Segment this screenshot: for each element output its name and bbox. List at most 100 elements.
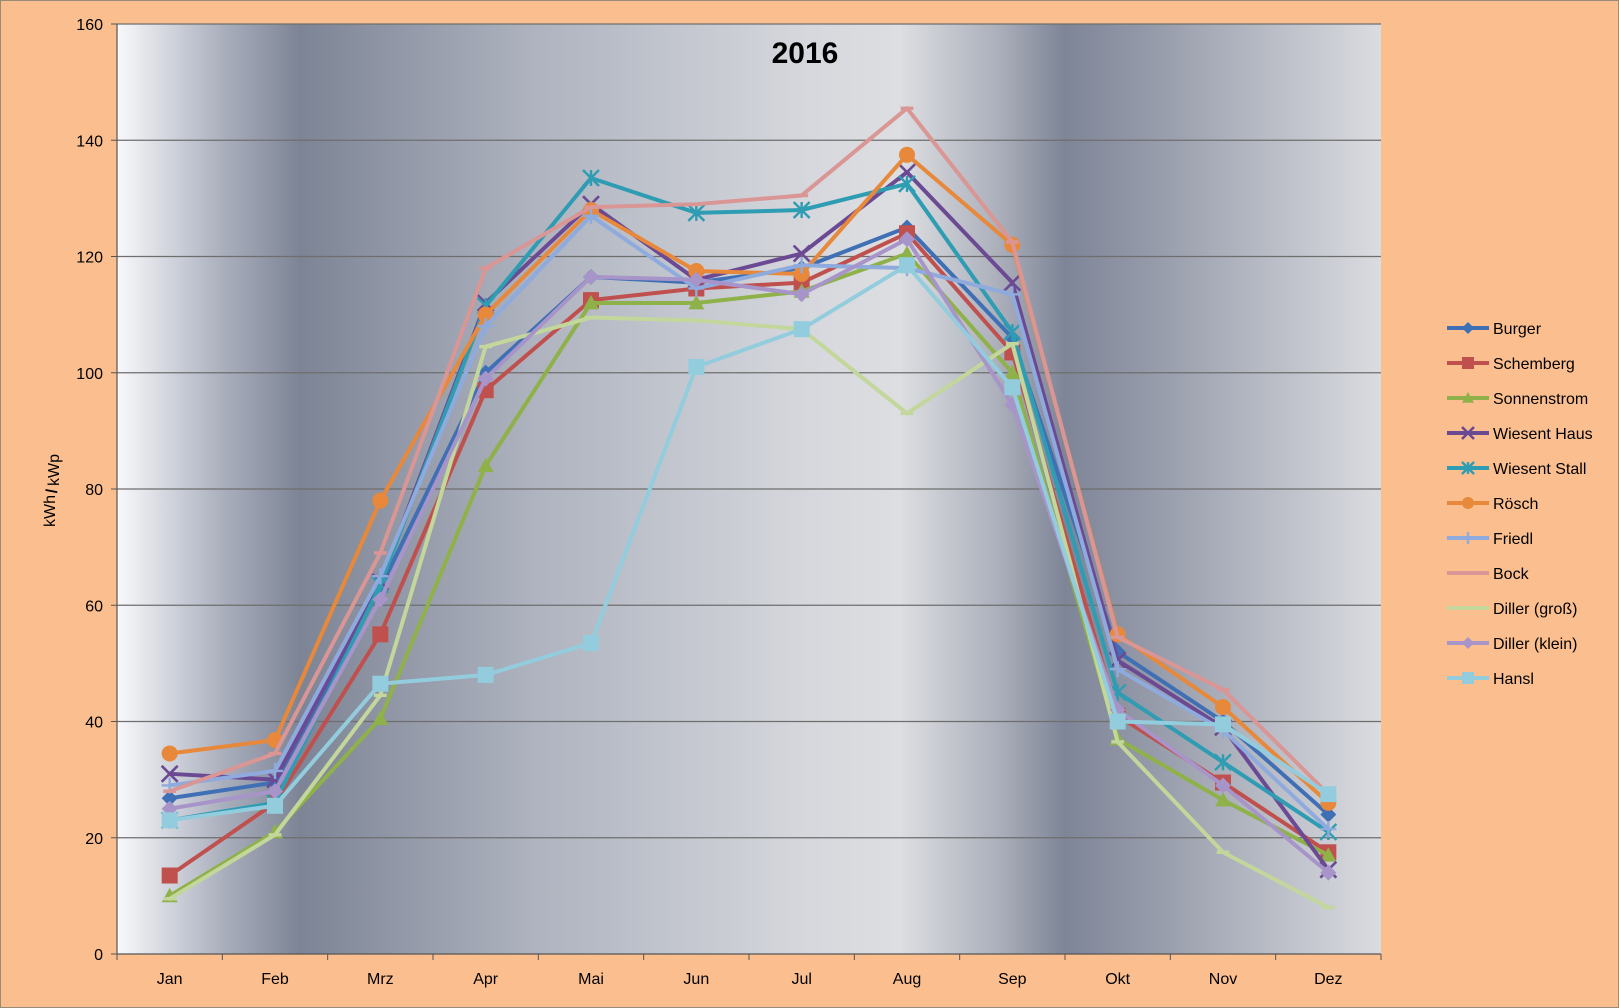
- data-point: [1004, 286, 1021, 303]
- legend-label: Wiesent Stall: [1493, 461, 1586, 478]
- data-point: [372, 626, 389, 643]
- data-point: [792, 201, 811, 219]
- y-tick-label: 120: [76, 250, 103, 267]
- x-tick-label: Apr: [473, 971, 499, 988]
- data-point: [688, 295, 705, 310]
- data-point: [687, 204, 706, 222]
- data-point: [477, 370, 494, 387]
- legend-swatch-marker: [1462, 392, 1474, 403]
- data-point: [898, 174, 916, 193]
- data-point: [688, 358, 705, 375]
- legend-swatch-marker: [1462, 532, 1474, 544]
- data-point: [372, 675, 389, 692]
- y-axis-label-subunit: kWp: [46, 454, 63, 486]
- legend-swatch-marker: [1461, 461, 1475, 475]
- legend-item: Wiesent Stall: [1447, 461, 1586, 478]
- data-point: [793, 257, 810, 274]
- data-point: [1320, 864, 1337, 881]
- legend-swatch-marker: [1461, 426, 1475, 440]
- data-point: [477, 318, 494, 335]
- data-point: [477, 667, 494, 683]
- data-point: [793, 321, 810, 338]
- data-point: [793, 265, 810, 282]
- chart-title: 2016: [772, 37, 839, 70]
- y-tick-label: 40: [85, 715, 103, 732]
- data-point: [1109, 713, 1126, 730]
- data-point: [688, 271, 705, 288]
- data-point: [899, 231, 915, 248]
- legend-item: Hansl: [1447, 671, 1534, 688]
- data-point: [477, 306, 494, 323]
- data-point: [477, 457, 494, 473]
- y-tick-label: 140: [76, 133, 103, 150]
- data-point: [793, 286, 810, 303]
- y-tick-label: 100: [76, 366, 103, 383]
- data-point: [1215, 716, 1231, 733]
- y-axis-label-slash: /: [44, 488, 61, 493]
- x-tick-label: Jun: [683, 971, 709, 988]
- data-point: [267, 762, 283, 779]
- data-point: [1109, 661, 1126, 678]
- legend-item: Wiesent Haus: [1447, 426, 1593, 443]
- legend-label: Sonnenstrom: [1493, 391, 1588, 408]
- data-point: [267, 783, 283, 800]
- y-axis-label-unit: kWh: [42, 495, 59, 527]
- legend-swatch-marker: [1462, 322, 1474, 334]
- data-point: [1320, 806, 1337, 823]
- legend-item: Friedl: [1447, 531, 1533, 548]
- series-wiesent-haus: [160, 163, 1338, 879]
- y-tick-label: 0: [94, 947, 103, 964]
- data-point: [1320, 786, 1337, 803]
- data-point: [792, 244, 811, 263]
- series-lines: [160, 106, 1338, 910]
- data-point: [899, 257, 915, 274]
- series-line: [167, 176, 1331, 834]
- data-point: [267, 797, 283, 814]
- x-tick-label: Sep: [998, 971, 1027, 988]
- legend-item: Sonnenstrom: [1447, 391, 1588, 408]
- data-point: [161, 867, 178, 884]
- data-point: [899, 245, 915, 260]
- data-point: [688, 263, 705, 280]
- data-point: [372, 492, 389, 509]
- axes: 0 20 40 60 80 100 120 140 160 Jan Feb Mrz Apr Mai Jun J…: [76, 17, 1382, 988]
- legend-item: Schemberg: [1447, 356, 1575, 373]
- data-point: [1215, 698, 1231, 715]
- x-tick-label: Mai: [578, 971, 604, 988]
- series-sonnenstrom: [161, 245, 1337, 903]
- series-friedl: [161, 207, 1337, 838]
- series-hansl: [161, 257, 1337, 829]
- data-point: [583, 207, 599, 224]
- data-point: [1004, 379, 1021, 396]
- series-line: [167, 170, 1331, 872]
- series-line: [167, 213, 1331, 832]
- series-line: [167, 251, 1331, 898]
- x-tick-label: Jul: [791, 971, 811, 988]
- series-line: [167, 106, 1331, 797]
- data-point: [1004, 364, 1021, 380]
- data-point: [1320, 821, 1337, 838]
- y-tick-label: 160: [76, 17, 103, 34]
- legend-swatch-marker: [1462, 357, 1474, 369]
- data-point: [161, 812, 178, 829]
- legend-swatch-marker: [1462, 672, 1474, 684]
- legend-label: Rösch: [1493, 496, 1538, 513]
- y-tick-label: 80: [85, 482, 103, 499]
- data-point: [372, 568, 389, 585]
- data-point: [899, 146, 915, 163]
- legend-swatch-marker: [1462, 497, 1474, 509]
- data-point: [1320, 847, 1337, 862]
- legend-label: Schemberg: [1493, 356, 1575, 373]
- y-tick-label: 60: [85, 598, 103, 615]
- data-point: [582, 169, 600, 187]
- legend-label: Burger: [1493, 321, 1542, 338]
- data-point: [583, 268, 599, 285]
- data-point: [1003, 323, 1022, 341]
- data-point: [583, 635, 599, 652]
- x-tick-label: Dez: [1314, 971, 1342, 988]
- legend-label: Bock: [1493, 566, 1530, 583]
- legend-label: Hansl: [1493, 671, 1534, 688]
- data-point: [372, 710, 389, 725]
